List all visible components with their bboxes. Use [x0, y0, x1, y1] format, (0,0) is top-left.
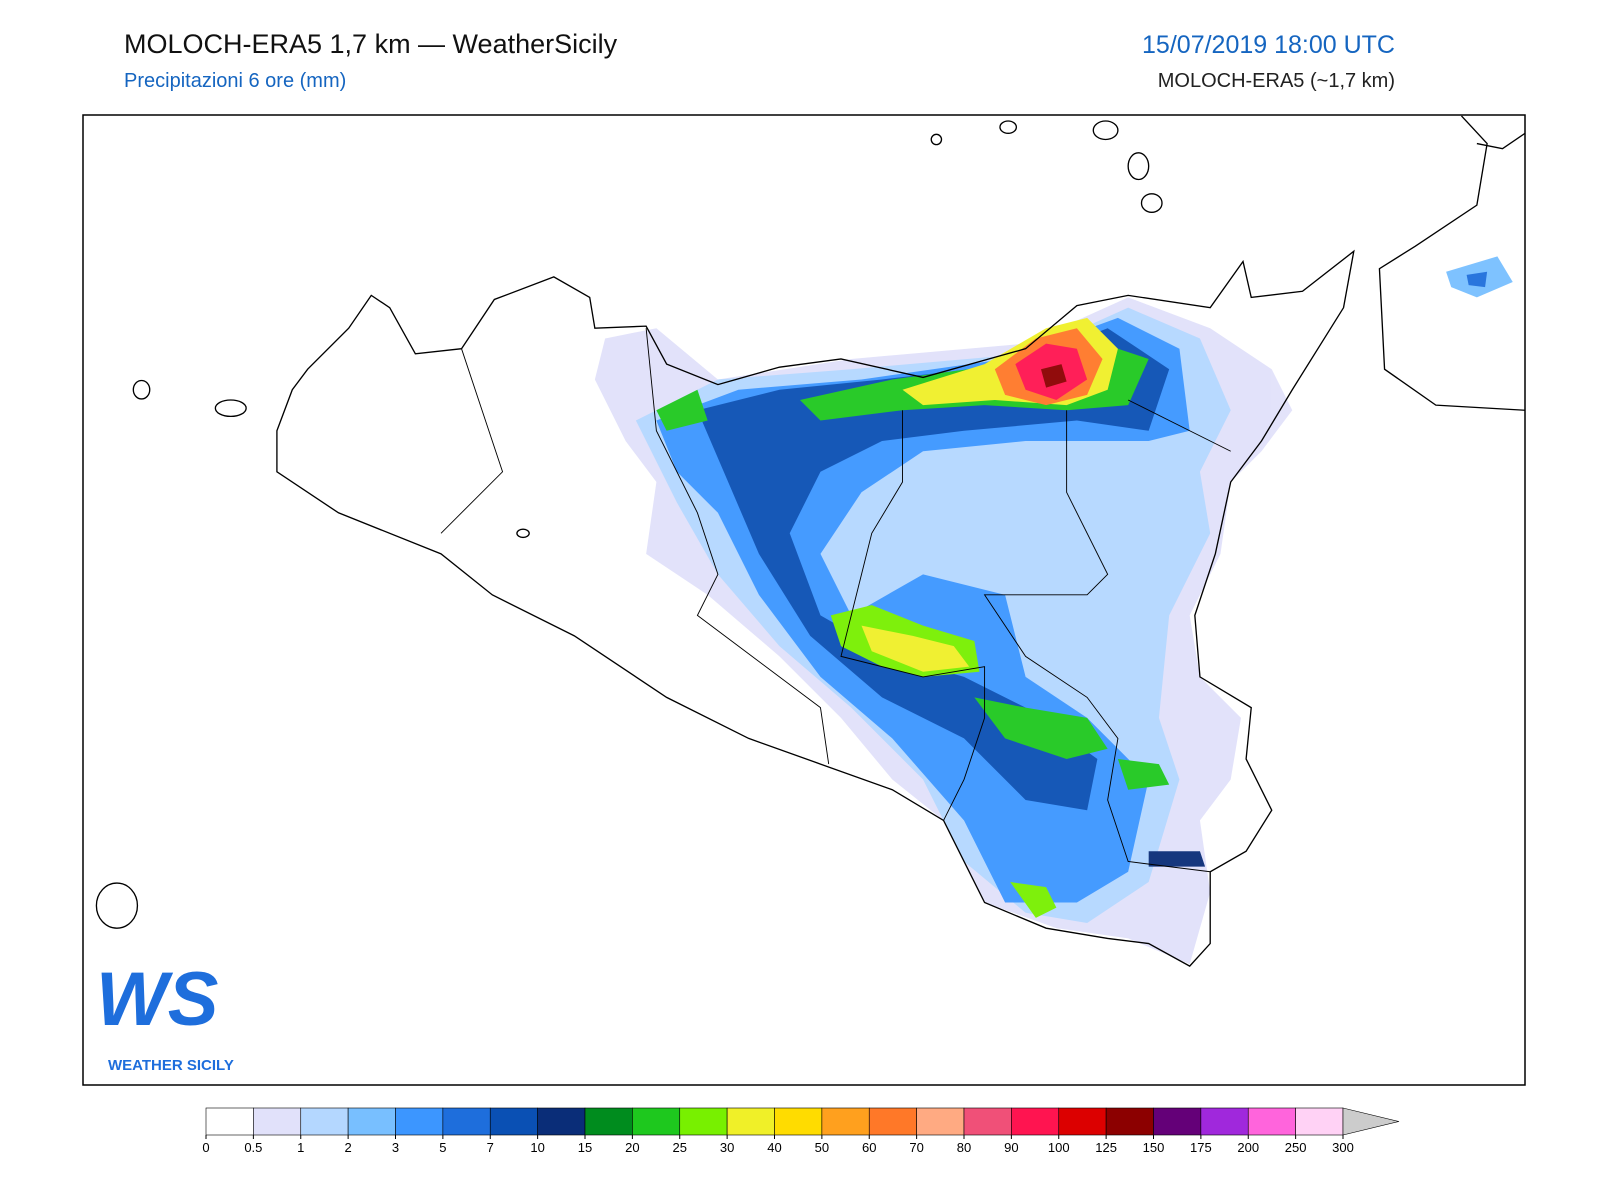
colorbar-tick-label: 300 [1332, 1140, 1354, 1155]
colorbar-swatch [679, 1107, 728, 1136]
colorbar-tick-label: 2 [345, 1140, 352, 1155]
model-label: MOLOCH-ERA5 (~1,7 km) [1158, 70, 1395, 92]
colorbar-swatch [489, 1107, 538, 1136]
colorbar-tick-label: 50 [815, 1140, 829, 1155]
colorbar-swatch [963, 1107, 1012, 1136]
colorbar-tick-label: 200 [1237, 1140, 1259, 1155]
colorbar-swatch [1105, 1107, 1154, 1136]
colorbar-swatch [726, 1107, 775, 1136]
colorbar-swatch [300, 1107, 349, 1136]
colorbar-swatch [347, 1107, 396, 1136]
sicily-coast [276, 249, 1355, 967]
colorbar-tick-label: 90 [1004, 1140, 1018, 1155]
logo-name: WEATHER SICILY [108, 1057, 234, 1074]
logo: WS WEATHER SICILY [96, 957, 234, 1074]
colorbar-tick-label: 7 [487, 1140, 494, 1155]
colorbar-swatch [442, 1107, 491, 1136]
subtitle: Precipitazioni 6 ore (mm) [124, 70, 346, 92]
colorbar-swatch [916, 1107, 965, 1136]
colorbar-tick-label: 20 [625, 1140, 639, 1155]
colorbar-tick-label: 0 [202, 1140, 209, 1155]
colorbar-tick-label: 1 [297, 1140, 304, 1155]
colorbar-swatch [821, 1107, 870, 1136]
colorbar-tick-label: 5 [439, 1140, 446, 1155]
map [95, 115, 1526, 967]
colorbar-swatch [1011, 1107, 1060, 1136]
calabria-coast [1378, 115, 1526, 411]
colorbar-swatch [774, 1107, 823, 1136]
colorbar-tick-label: 150 [1143, 1140, 1165, 1155]
colorbar-tick-label: 3 [392, 1140, 399, 1155]
colorbar-tick-label: 25 [673, 1140, 687, 1155]
colorbar-swatch [632, 1107, 681, 1136]
valid-time: 15/07/2019 18:00 UTC [1142, 31, 1395, 59]
colorbar-swatch [205, 1107, 254, 1136]
colorbar-swatch [1058, 1107, 1107, 1136]
colorbar-tick-label: 100 [1048, 1140, 1070, 1155]
colorbar-swatch [584, 1107, 633, 1136]
islands [95, 120, 1163, 929]
colorbar-tick-label: 70 [909, 1140, 923, 1155]
colorbar-extend [1342, 1107, 1400, 1136]
colorbar-swatch [395, 1107, 444, 1136]
colorbar-tick-label: 30 [720, 1140, 734, 1155]
colorbar-swatch [1153, 1107, 1202, 1136]
colorbar-swatch [868, 1107, 917, 1136]
logo-mark: WS [96, 957, 218, 1042]
colorbar-swatch [1200, 1107, 1249, 1136]
colorbar-tick-label: 15 [578, 1140, 592, 1155]
colorbar-tick-label: 80 [957, 1140, 971, 1155]
colorbar-swatch [1295, 1107, 1344, 1136]
title: MOLOCH-ERA5 1,7 km — WeatherSicily [124, 29, 618, 59]
colorbar-tick-label: 175 [1190, 1140, 1212, 1155]
province-borders [440, 328, 1231, 873]
colorbar: 0 0.5 1 2 3 5 7 10 15 20 25 30 40 50 60 70 80 90 100 125 150… [202, 1107, 1400, 1155]
colorbar-tick-label: 250 [1285, 1140, 1307, 1155]
colorbar-tick-label: 60 [862, 1140, 876, 1155]
colorbar-swatch [537, 1107, 586, 1136]
colorbar-tick-label: 125 [1095, 1140, 1117, 1155]
precip-field [594, 256, 1513, 965]
colorbar-tick-label: 0.5 [244, 1140, 262, 1155]
colorbar-tick-label: 10 [530, 1140, 544, 1155]
colorbar-tick-label: 40 [767, 1140, 781, 1155]
colorbar-swatch [253, 1107, 302, 1136]
colorbar-swatch [1247, 1107, 1296, 1136]
